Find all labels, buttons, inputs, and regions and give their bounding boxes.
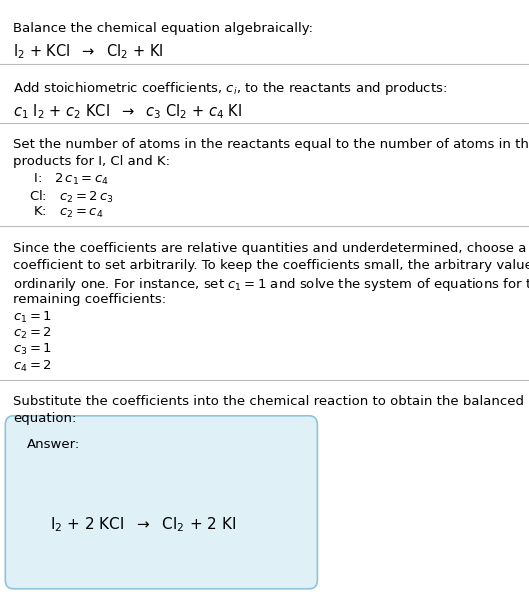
FancyBboxPatch shape (5, 416, 317, 589)
Text: Since the coefficients are relative quantities and underdetermined, choose a: Since the coefficients are relative quan… (13, 242, 526, 254)
Text: Balance the chemical equation algebraically:: Balance the chemical equation algebraica… (13, 22, 313, 35)
Text: I:   $2\,c_1 = c_4$: I: $2\,c_1 = c_4$ (29, 172, 110, 188)
Text: products for I, Cl and K:: products for I, Cl and K: (13, 155, 170, 168)
Text: K:   $c_2 = c_4$: K: $c_2 = c_4$ (29, 205, 104, 220)
Text: $c_3 = 1$: $c_3 = 1$ (13, 342, 52, 358)
Text: remaining coefficients:: remaining coefficients: (13, 293, 166, 305)
Text: Substitute the coefficients into the chemical reaction to obtain the balanced: Substitute the coefficients into the che… (13, 395, 524, 407)
Text: $\mathrm{I_2}$ + KCl  $\rightarrow$  $\mathrm{Cl_2}$ + KI: $\mathrm{I_2}$ + KCl $\rightarrow$ $\mat… (13, 42, 164, 61)
Text: Cl:   $c_2 = 2\,c_3$: Cl: $c_2 = 2\,c_3$ (29, 189, 114, 205)
Text: $c_1$ $\mathrm{I_2}$ + $c_2$ KCl  $\rightarrow$  $c_3$ $\mathrm{Cl_2}$ + $c_4$ K: $c_1$ $\mathrm{I_2}$ + $c_2$ KCl $\right… (13, 102, 242, 121)
Text: equation:: equation: (13, 412, 77, 424)
Text: ordinarily one. For instance, set $c_1 = 1$ and solve the system of equations fo: ordinarily one. For instance, set $c_1 =… (13, 276, 529, 293)
Text: $c_4 = 2$: $c_4 = 2$ (13, 359, 52, 374)
Text: $\mathrm{I_2}$ + 2 KCl  $\rightarrow$  $\mathrm{Cl_2}$ + 2 KI: $\mathrm{I_2}$ + 2 KCl $\rightarrow$ $\m… (50, 516, 236, 534)
Text: $c_2 = 2$: $c_2 = 2$ (13, 326, 52, 341)
Text: coefficient to set arbitrarily. To keep the coefficients small, the arbitrary va: coefficient to set arbitrarily. To keep … (13, 259, 529, 271)
Text: $c_1 = 1$: $c_1 = 1$ (13, 310, 52, 325)
Text: Answer:: Answer: (26, 438, 80, 451)
Text: Set the number of atoms in the reactants equal to the number of atoms in the: Set the number of atoms in the reactants… (13, 138, 529, 151)
Text: Add stoichiometric coefficients, $c_i$, to the reactants and products:: Add stoichiometric coefficients, $c_i$, … (13, 80, 448, 97)
